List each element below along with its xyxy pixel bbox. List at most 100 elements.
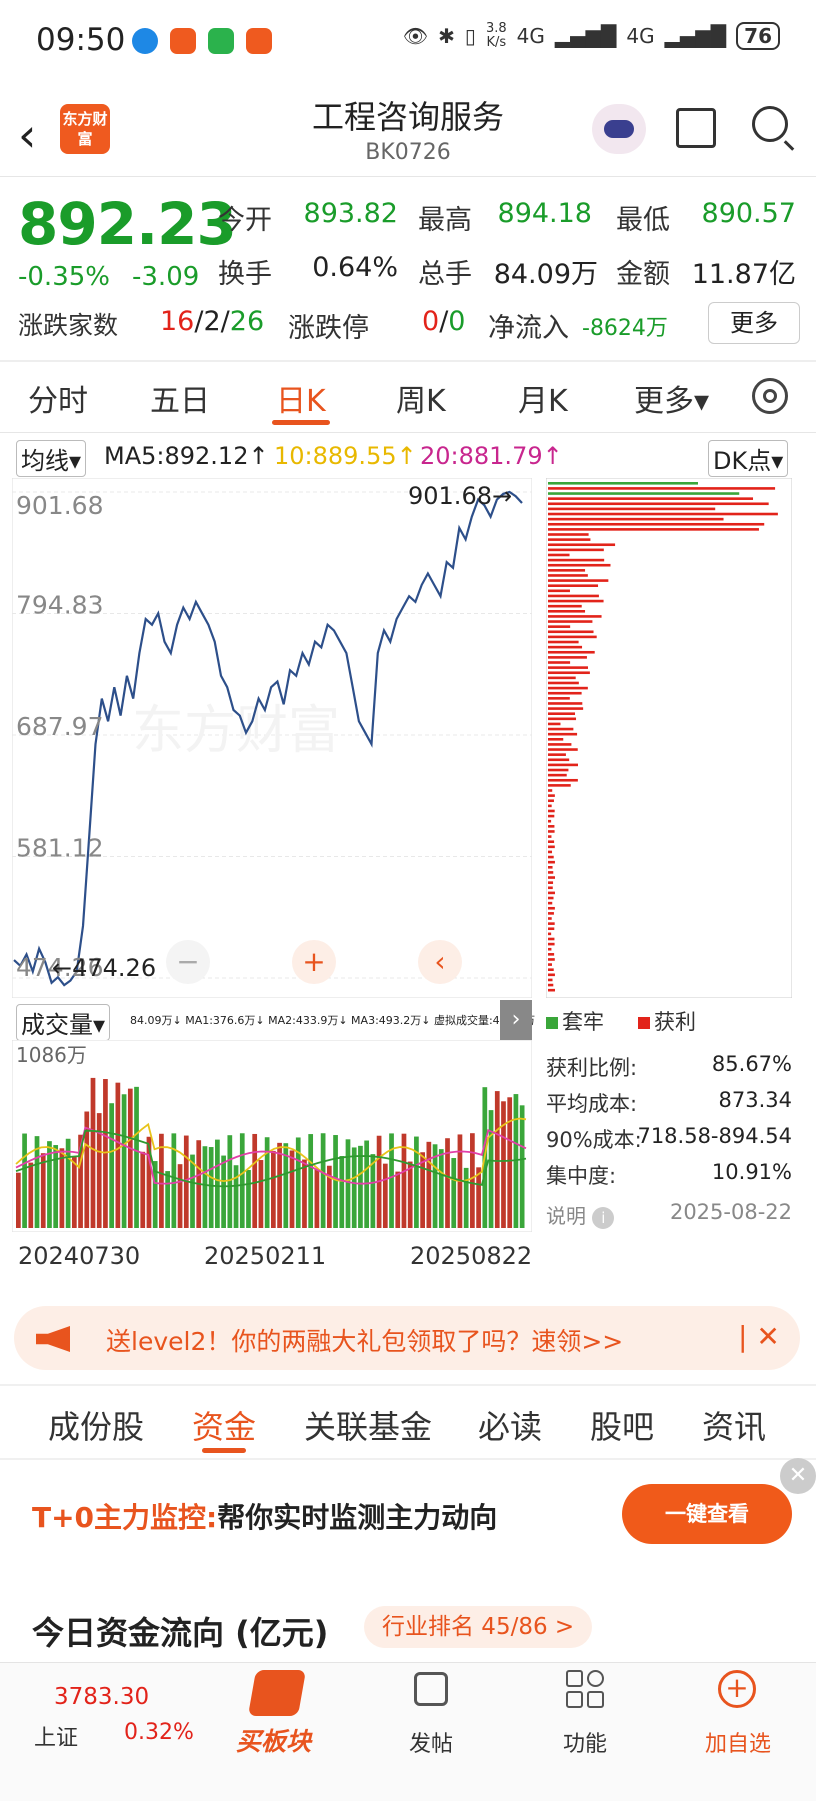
volume-bar bbox=[40, 1153, 46, 1228]
dk-point-select[interactable]: DK点▾ bbox=[708, 440, 789, 477]
volume-bar bbox=[382, 1163, 388, 1228]
volume-bar bbox=[208, 1147, 214, 1228]
view-now-button[interactable]: 一键查看 bbox=[622, 1484, 792, 1544]
volume-ma-line bbox=[15, 1126, 527, 1185]
tab-capital[interactable]: 资金 bbox=[192, 1408, 257, 1446]
index-value[interactable]: 3783.30 bbox=[54, 1684, 150, 1710]
add-icon[interactable]: + bbox=[718, 1670, 756, 1708]
post-label[interactable]: 发帖 bbox=[408, 1732, 453, 1757]
zoom-out-button[interactable]: − bbox=[166, 940, 210, 984]
grid-icon[interactable] bbox=[566, 1670, 604, 1708]
turnover-label: 换手 bbox=[218, 259, 272, 290]
chip-bar bbox=[548, 763, 578, 767]
back-icon[interactable]: ‹ bbox=[18, 108, 37, 162]
promo-banner[interactable] bbox=[14, 1306, 800, 1370]
volume-bar bbox=[476, 1167, 481, 1228]
tab-forum[interactable]: 股吧 bbox=[590, 1408, 655, 1446]
chip-bar bbox=[548, 502, 769, 506]
more-button[interactable]: 更多 bbox=[708, 302, 800, 344]
chip-bar bbox=[548, 487, 776, 490]
volume-bar bbox=[494, 1091, 500, 1228]
volume-bar bbox=[326, 1165, 332, 1228]
volume-bar bbox=[470, 1133, 475, 1228]
chip-bar bbox=[548, 804, 552, 808]
chip-bar bbox=[548, 866, 553, 869]
volume-bar bbox=[351, 1147, 357, 1228]
close-icon[interactable]: | ✕ bbox=[738, 1320, 780, 1353]
chip-bar bbox=[548, 599, 604, 603]
board-code: BK0726 bbox=[365, 140, 451, 165]
chip-bar bbox=[548, 517, 724, 521]
chip-bar bbox=[548, 912, 554, 915]
high-value: 894.18 bbox=[497, 198, 592, 229]
add-watchlist-label[interactable]: 加自选 bbox=[704, 1732, 771, 1757]
price-line-chart[interactable]: 东方财富 901.68 794.83 687.97 581.12 474.26 901.6… bbox=[12, 478, 532, 998]
volume-bar bbox=[258, 1160, 264, 1228]
chip-bar bbox=[548, 963, 552, 966]
divider bbox=[0, 1458, 816, 1460]
app-notification-icon bbox=[246, 28, 272, 54]
volume-bar bbox=[320, 1133, 326, 1228]
volume-bar bbox=[426, 1141, 432, 1228]
tab-intraday[interactable]: 分时 bbox=[28, 384, 88, 419]
change-value: -3.09 bbox=[132, 262, 200, 292]
ma10-label: 10:889.55↑ bbox=[274, 442, 417, 470]
chip-bar bbox=[548, 953, 555, 956]
tab-monthly-k[interactable]: 月K bbox=[518, 384, 568, 419]
open-label: 今开 bbox=[218, 205, 272, 236]
buy-board-icon[interactable] bbox=[247, 1670, 307, 1716]
tab-more[interactable]: 更多▾ bbox=[634, 384, 710, 419]
index-percent[interactable]: 0.32% bbox=[124, 1720, 194, 1745]
indicator-select[interactable]: 均线▾ bbox=[16, 440, 87, 477]
tab-must-read[interactable]: 必读 bbox=[478, 1408, 543, 1446]
chip-bar bbox=[548, 778, 578, 782]
y-tick-label: 581.12 bbox=[16, 833, 103, 862]
tab-five-day[interactable]: 五日 bbox=[150, 384, 210, 419]
vibrate-icon: ▯ bbox=[464, 24, 476, 48]
chip-bar bbox=[548, 717, 577, 721]
brand-logo[interactable]: 东方财富 bbox=[60, 104, 110, 154]
gear-icon[interactable] bbox=[752, 378, 788, 414]
volume-bar bbox=[159, 1133, 164, 1228]
tab-news[interactable]: 资讯 bbox=[702, 1408, 767, 1446]
tab-weekly-k[interactable]: 周K bbox=[396, 384, 446, 419]
index-name[interactable]: 上证 bbox=[34, 1726, 79, 1751]
edit-icon[interactable] bbox=[414, 1672, 448, 1706]
tab-constituents[interactable]: 成份股 bbox=[48, 1408, 145, 1446]
expand-arrow-icon[interactable]: › bbox=[500, 1000, 532, 1040]
chip-bar bbox=[548, 922, 555, 925]
zoom-in-button[interactable]: + bbox=[292, 940, 336, 984]
search-icon[interactable] bbox=[752, 106, 788, 142]
close-icon[interactable]: ✕ bbox=[780, 1458, 816, 1494]
y-tick-label: 901.68 bbox=[16, 491, 103, 520]
chip-bar bbox=[548, 543, 616, 547]
volume-bar bbox=[233, 1165, 239, 1228]
chip-bar bbox=[548, 825, 555, 828]
chip-bar bbox=[548, 620, 593, 623]
tab-daily-k[interactable]: 日K bbox=[276, 384, 326, 419]
assistant-robot-icon[interactable] bbox=[592, 104, 646, 154]
bluetooth-icon: ✱ bbox=[438, 24, 455, 48]
chip-bar bbox=[548, 932, 552, 936]
volume-bar bbox=[103, 1079, 108, 1228]
tab-related-funds[interactable]: 关联基金 bbox=[304, 1408, 433, 1446]
volume-bar bbox=[308, 1134, 314, 1228]
volume-bar bbox=[414, 1136, 419, 1228]
volume-bar bbox=[395, 1171, 401, 1228]
explain-link[interactable]: 说明 i bbox=[546, 1200, 615, 1229]
volume-bar bbox=[333, 1135, 338, 1228]
volume-indicator-select[interactable]: 成交量▾ bbox=[16, 1004, 111, 1041]
volume-bar bbox=[271, 1150, 276, 1228]
chip-bar bbox=[548, 727, 574, 731]
chip-bar bbox=[548, 512, 778, 516]
scroll-left-button[interactable]: ‹ bbox=[418, 940, 462, 984]
volume-bar bbox=[16, 1172, 21, 1228]
volume-bar bbox=[302, 1159, 307, 1228]
chip-bar bbox=[548, 569, 586, 572]
buy-board-label[interactable]: 买板块 bbox=[236, 1727, 312, 1756]
banner-text[interactable]: 送level2！你的两融大礼包领取了吗？速领>> bbox=[106, 1327, 624, 1356]
function-label[interactable]: 功能 bbox=[562, 1732, 607, 1757]
industry-rank-badge[interactable]: 行业排名 45/86 > bbox=[364, 1606, 593, 1648]
share-icon[interactable] bbox=[676, 108, 716, 148]
volume-bar bbox=[507, 1097, 513, 1228]
